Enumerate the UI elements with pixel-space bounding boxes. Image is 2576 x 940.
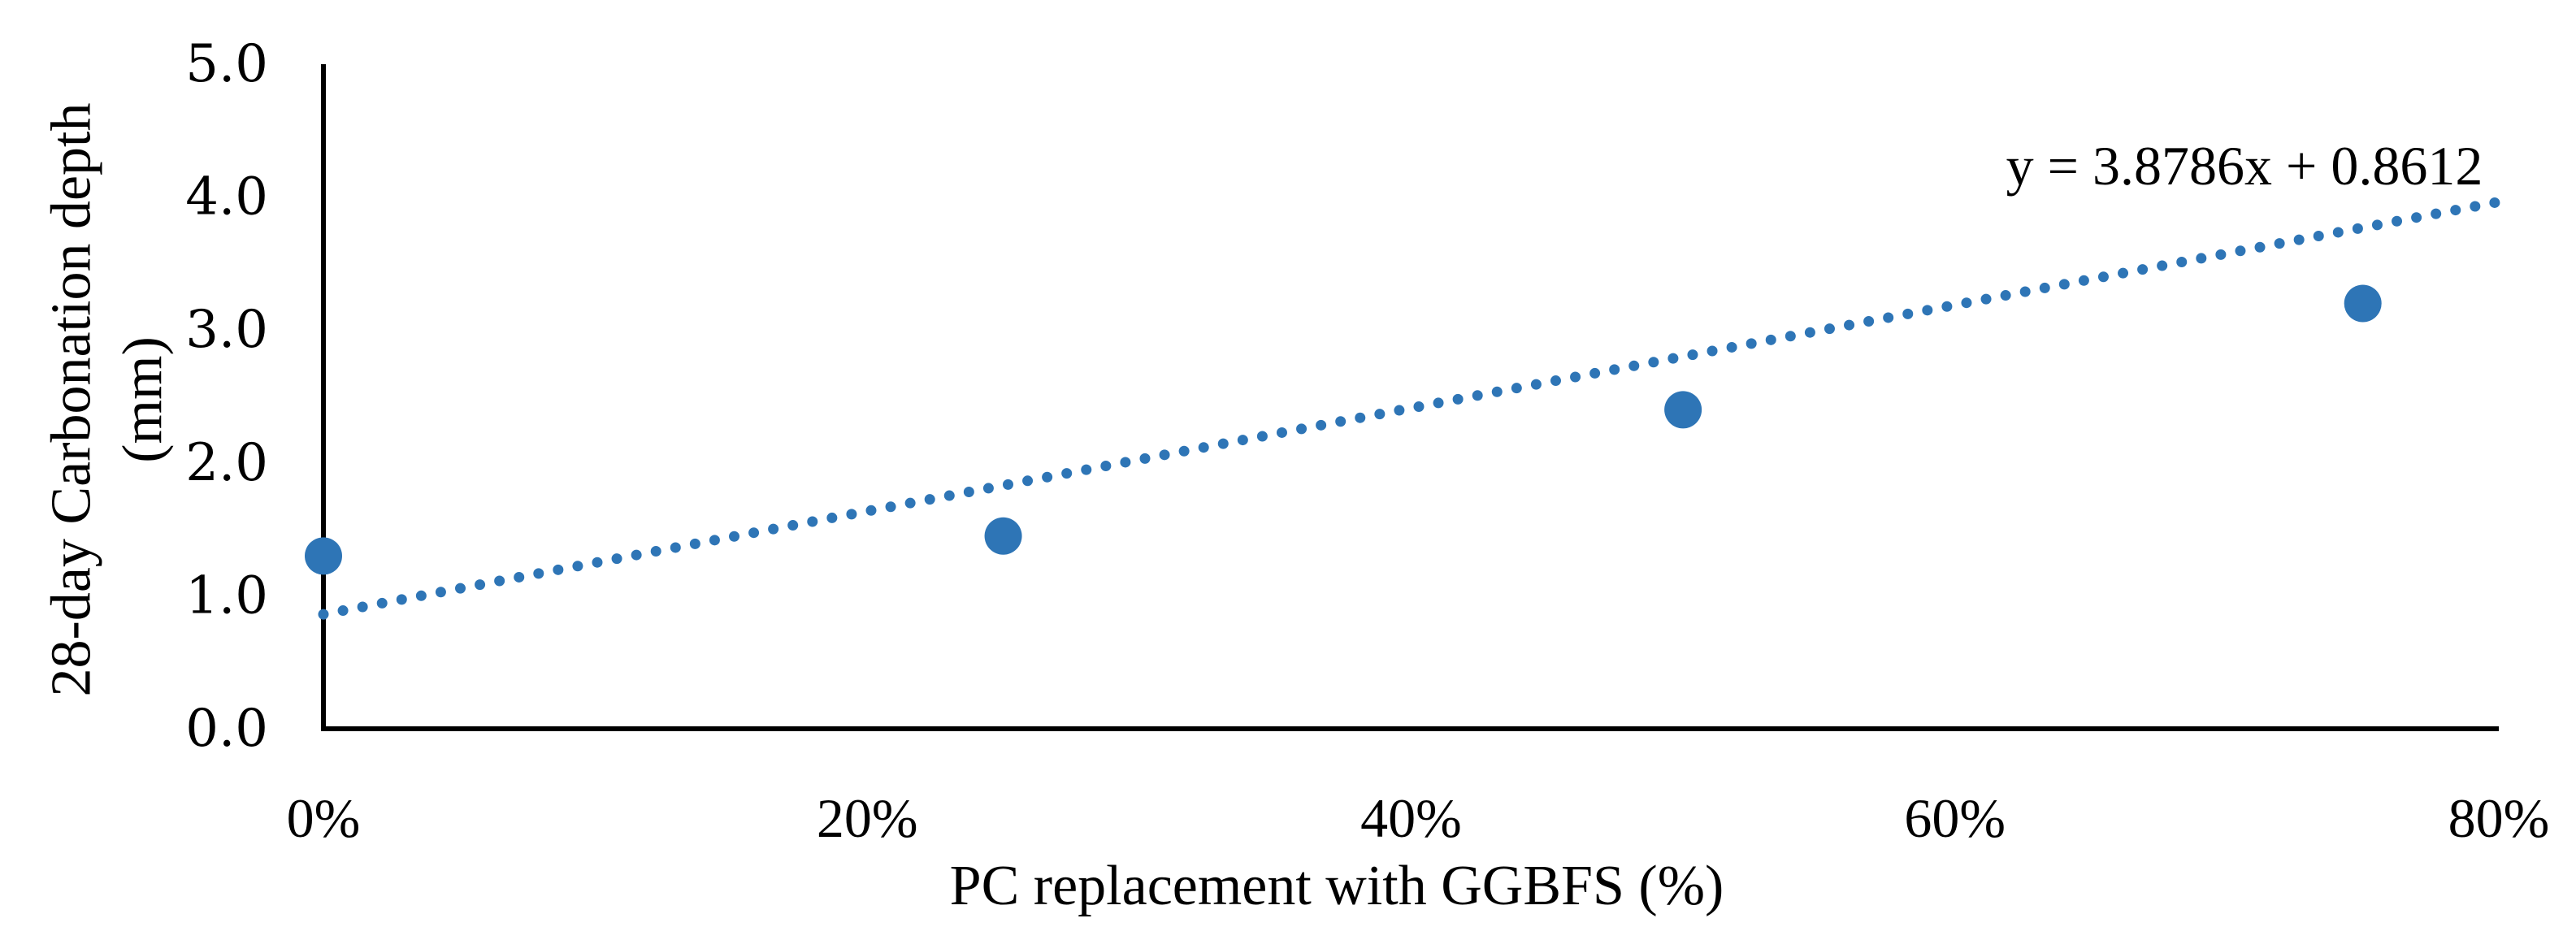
y-tick-label: 2.0 — [185, 433, 268, 493]
y-tick-label: 1.0 — [185, 565, 268, 626]
x-tick-label: 0% — [287, 787, 361, 849]
y-tick-label: 5.0 — [185, 34, 268, 94]
y-axis-title-line: 28-day Carbonation depth — [41, 103, 103, 697]
y-axis-title-line: (mm) — [112, 336, 175, 463]
data-point — [984, 517, 1022, 555]
trendline-dotted — [318, 196, 2504, 620]
x-axis-title: PC replacement with GGBFS (%) — [950, 855, 1724, 917]
y-tick-label: 0.0 — [185, 699, 268, 759]
x-tick-label: 80% — [2448, 787, 2550, 849]
trendline-equation-label: y = 3.8786x + 0.8612 — [2006, 135, 2483, 197]
x-tick-label: 60% — [1904, 787, 2006, 849]
y-tick-label: 3.0 — [185, 300, 268, 360]
y-tick-label: 4.0 — [185, 167, 268, 227]
x-tick-label: 40% — [1360, 787, 1462, 849]
x-tick-label: 20% — [817, 787, 918, 849]
data-point — [305, 537, 342, 575]
data-point — [1664, 391, 1702, 429]
data-point — [2344, 284, 2382, 323]
